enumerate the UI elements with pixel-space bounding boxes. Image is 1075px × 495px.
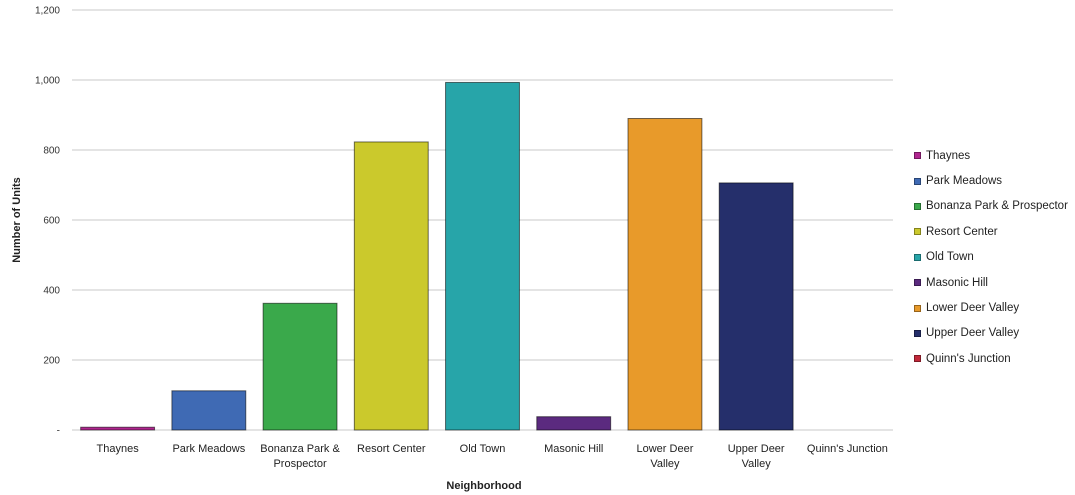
legend: Thaynes Park Meadows Bonanza Park & Prospe… xyxy=(914,143,1068,372)
y-tick-label: 400 xyxy=(43,286,60,297)
legend-item: Resort Center xyxy=(914,219,1068,244)
legend-label: Masonic Hill xyxy=(926,277,988,289)
legend-swatch xyxy=(914,152,921,159)
x-category-label: Resort Center xyxy=(357,443,426,455)
bars xyxy=(81,82,793,430)
bar-resort-center xyxy=(354,142,428,430)
legend-label: Bonanza Park & Prospector xyxy=(926,200,1068,212)
legend-label: Thaynes xyxy=(926,150,970,162)
legend-swatch xyxy=(914,178,921,185)
x-category-label: Lower Deer xyxy=(637,443,694,455)
y-tick-label: 600 xyxy=(43,216,60,227)
x-axis-category-labels: Thaynes Park Meadows Bonanza Park & Prospec… xyxy=(97,443,888,470)
legend-swatch xyxy=(914,279,921,286)
y-tick-label: - xyxy=(57,426,60,437)
y-axis-ticks: - 200 400 600 800 1,000 1,200 xyxy=(35,6,60,437)
bar-masonic-hill xyxy=(537,417,611,430)
x-category-label: Thaynes xyxy=(97,443,140,455)
legend-swatch xyxy=(914,355,921,362)
bar-bonanza-park-prospector xyxy=(263,303,337,430)
legend-item: Lower Deer Valley xyxy=(914,295,1068,320)
legend-item: Quinn's Junction xyxy=(914,346,1068,371)
y-axis-title: Number of Units xyxy=(11,177,23,263)
legend-item: Masonic Hill xyxy=(914,270,1068,295)
legend-item: Upper Deer Valley xyxy=(914,321,1068,346)
legend-label: Quinn's Junction xyxy=(926,353,1011,365)
bar-upper-deer-valley xyxy=(719,183,793,430)
legend-label: Park Meadows xyxy=(926,175,1002,187)
x-category-label: Masonic Hill xyxy=(544,443,603,455)
x-category-label: Prospector xyxy=(273,458,327,470)
legend-swatch xyxy=(914,203,921,210)
y-tick-label: 1,000 xyxy=(35,76,60,87)
legend-item: Thaynes xyxy=(914,143,1068,168)
legend-item: Bonanza Park & Prospector xyxy=(914,194,1068,219)
legend-swatch xyxy=(914,228,921,235)
x-category-label: Bonanza Park & xyxy=(260,443,340,455)
x-category-label: Quinn's Junction xyxy=(807,443,888,455)
y-tick-label: 200 xyxy=(43,356,60,367)
legend-label: Old Town xyxy=(926,251,974,263)
bar-old-town xyxy=(446,82,520,430)
x-category-label: Upper Deer xyxy=(728,443,785,455)
legend-swatch xyxy=(914,330,921,337)
x-category-label: Park Meadows xyxy=(172,443,245,455)
y-tick-label: 800 xyxy=(43,146,60,157)
x-category-label: Valley xyxy=(650,458,680,470)
legend-item: Park Meadows xyxy=(914,168,1068,193)
bar-thaynes xyxy=(81,427,155,430)
bar-park-meadows xyxy=(172,391,246,430)
legend-label: Upper Deer Valley xyxy=(926,327,1019,339)
legend-label: Resort Center xyxy=(926,226,998,238)
legend-swatch xyxy=(914,305,921,312)
x-category-label: Valley xyxy=(742,458,772,470)
y-tick-label: 1,200 xyxy=(35,6,60,17)
x-axis-title: Neighborhood xyxy=(446,480,521,492)
legend-label: Lower Deer Valley xyxy=(926,302,1019,314)
bar-lower-deer-valley xyxy=(628,119,702,431)
x-category-label: Old Town xyxy=(460,443,506,455)
legend-swatch xyxy=(914,254,921,261)
legend-item: Old Town xyxy=(914,245,1068,270)
